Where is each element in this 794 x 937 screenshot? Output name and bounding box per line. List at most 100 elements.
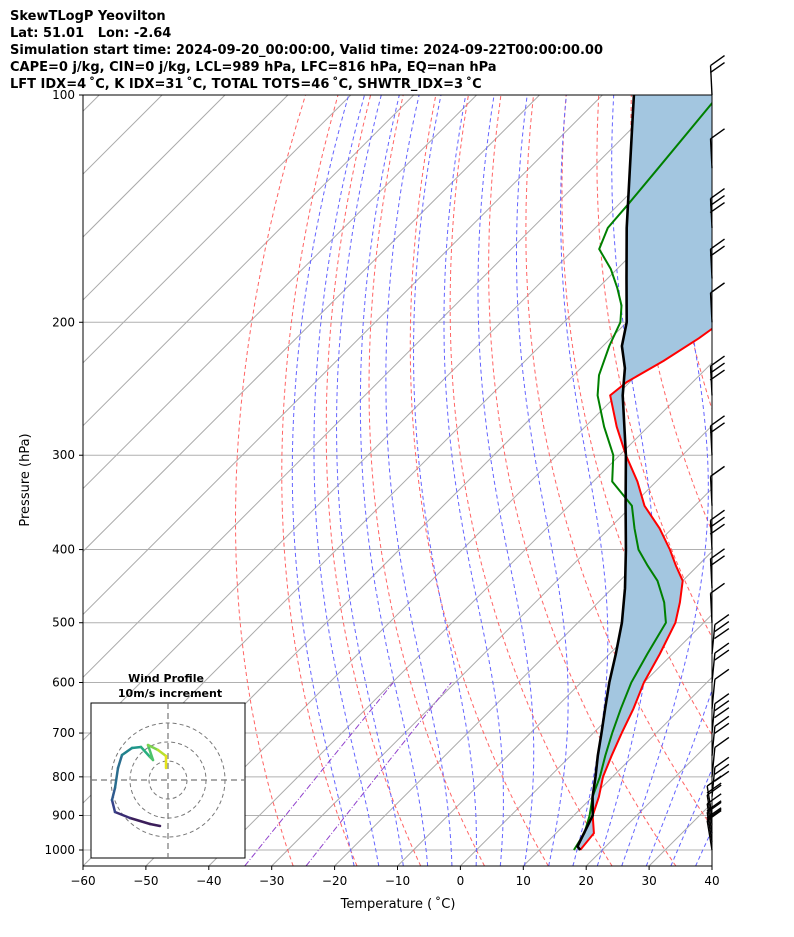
x-tick-label: 20 bbox=[579, 874, 594, 888]
isotherm-line bbox=[83, 110, 712, 741]
hodograph-segment bbox=[146, 743, 155, 762]
y-tick-label: 900 bbox=[52, 808, 75, 822]
barb-feather bbox=[710, 355, 725, 367]
barb-feather bbox=[709, 194, 725, 207]
wind-barb bbox=[709, 282, 725, 323]
dry-adiabat-line bbox=[729, 95, 794, 866]
isotherm-line bbox=[271, 424, 712, 866]
barb-staff bbox=[706, 794, 713, 825]
isotherm-line bbox=[460, 613, 712, 866]
dry-adiabat-line bbox=[368, 95, 485, 866]
dry-adiabat-line bbox=[561, 95, 712, 736]
dry-adiabat-line bbox=[630, 95, 712, 533]
hodograph-plot bbox=[91, 703, 245, 858]
isotherm-line bbox=[83, 95, 603, 616]
isotherm-line bbox=[522, 676, 712, 866]
barb-feather bbox=[709, 362, 725, 374]
barb-feather bbox=[714, 700, 730, 712]
moist-adiabat-line bbox=[385, 95, 453, 866]
x-tick-label: −10 bbox=[385, 874, 410, 888]
barb-feather bbox=[710, 582, 725, 594]
axes: −60 −50 −40 −30 −20 −10 0 10 20 30 40 1000 900 800 700… bbox=[44, 88, 719, 888]
barb-feather bbox=[714, 628, 730, 640]
chart-title-block: SkewTLogP Yeovilton Lat: 51.01 Lon: -2.6… bbox=[10, 8, 603, 93]
moist-adiabat-line bbox=[412, 95, 477, 866]
mixing-ratio-line bbox=[244, 682, 394, 866]
parcel-profile-line bbox=[575, 95, 636, 851]
barb-staff bbox=[711, 653, 716, 683]
wind-barb bbox=[709, 128, 725, 169]
wind-barb bbox=[709, 187, 725, 228]
hodograph-segment bbox=[156, 748, 168, 758]
wind-barbs bbox=[706, 55, 730, 851]
y-tick-label: 300 bbox=[52, 448, 75, 462]
barb-staff bbox=[711, 679, 716, 709]
barb-feather bbox=[714, 642, 730, 654]
barb-staff bbox=[709, 249, 713, 279]
dry-adiabat-line bbox=[762, 95, 794, 866]
x-tick-label: 10 bbox=[516, 874, 531, 888]
hodograph-segment bbox=[148, 822, 162, 828]
barb-feather bbox=[714, 722, 730, 734]
barb-staff bbox=[709, 292, 713, 323]
barb-feather bbox=[714, 668, 730, 680]
barb-staff bbox=[709, 65, 713, 96]
barb-staff bbox=[711, 624, 716, 655]
title-station: SkewTLogP Yeovilton bbox=[10, 9, 166, 24]
y-tick-label: 1000 bbox=[44, 843, 75, 857]
barb-staff bbox=[711, 747, 716, 777]
barb-feather bbox=[710, 128, 725, 140]
y-tick-label: 100 bbox=[52, 88, 75, 102]
y-tick-label: 400 bbox=[52, 543, 75, 557]
isotherm-line bbox=[83, 95, 100, 112]
wind-barb bbox=[711, 668, 730, 709]
barb-staff bbox=[709, 366, 713, 396]
mixing-ratio-line bbox=[305, 682, 452, 866]
title-times: Simulation start time: 2024-09-20_00:00:… bbox=[10, 43, 603, 58]
barb-staff bbox=[709, 425, 713, 456]
hodograph-inset: Wind Profile 10m/s increment bbox=[90, 672, 246, 859]
y-tick-label: 800 bbox=[52, 770, 75, 784]
isotherm-line bbox=[83, 95, 540, 553]
x-tick-label: 0 bbox=[457, 874, 465, 888]
barb-feather bbox=[709, 201, 725, 214]
moist-adiabat-line bbox=[291, 95, 355, 866]
barb-feather bbox=[714, 614, 730, 626]
isotherm-line bbox=[397, 550, 712, 866]
barb-feather bbox=[709, 516, 725, 528]
title-indices-line: LFT IDX=4 ˚C, K IDX=31 ˚C, TOTAL TOTS=46… bbox=[10, 77, 482, 92]
moist-adiabat-line bbox=[477, 95, 535, 866]
isotherm-line bbox=[83, 95, 289, 301]
moist-adiabat-line bbox=[516, 95, 569, 866]
barb-staff bbox=[706, 803, 713, 834]
barb-feather bbox=[710, 415, 725, 427]
isotherm-line bbox=[334, 487, 712, 866]
barb-feather bbox=[714, 763, 730, 775]
barb-feather bbox=[714, 736, 730, 749]
dry-adiabat-line bbox=[235, 95, 306, 866]
barb-feather bbox=[709, 422, 725, 434]
wind-barb bbox=[709, 355, 725, 396]
barb-feather bbox=[709, 62, 725, 74]
barb-feather bbox=[706, 784, 722, 796]
barb-feather bbox=[714, 693, 730, 705]
barb-staff bbox=[711, 767, 716, 797]
moist-adiabat-line bbox=[335, 95, 404, 866]
isotherm-line bbox=[711, 865, 712, 866]
barb-feather bbox=[710, 55, 725, 67]
dry-adiabat-line bbox=[325, 95, 422, 866]
x-tick-label: −60 bbox=[70, 874, 95, 888]
hodograph-segment bbox=[130, 745, 143, 750]
barb-feather bbox=[706, 807, 722, 819]
barb-feather bbox=[709, 523, 725, 535]
isotherm-line bbox=[83, 95, 352, 364]
dewpoint-profile-line bbox=[573, 101, 712, 851]
wind-barb bbox=[706, 784, 722, 825]
wind-barb bbox=[709, 582, 725, 623]
barb-staff bbox=[709, 593, 713, 623]
barb-feather bbox=[710, 187, 725, 200]
wind-barb bbox=[709, 415, 725, 456]
dry-adiabat-line bbox=[525, 95, 712, 828]
hodograph-segment bbox=[146, 743, 160, 752]
